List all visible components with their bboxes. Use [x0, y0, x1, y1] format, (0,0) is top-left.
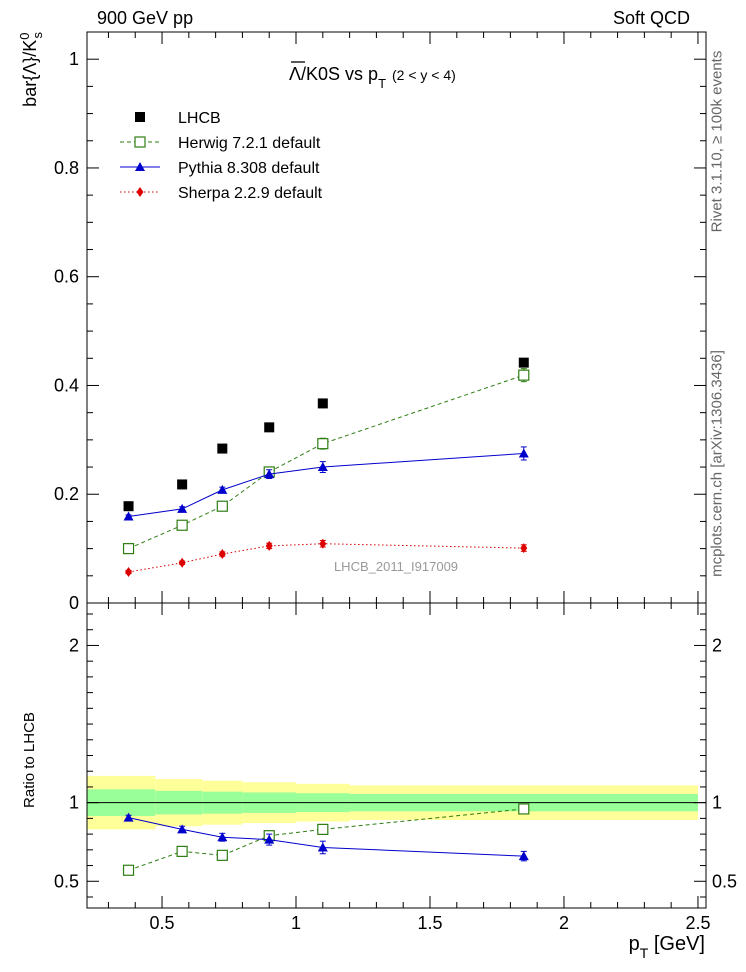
pythia-point	[217, 484, 228, 494]
ratio-plot-frame	[86, 602, 707, 909]
y-tick-label: 1	[69, 49, 79, 69]
sherpa-point	[520, 543, 528, 554]
header-left: 900 GeV pp	[97, 8, 194, 28]
ratio-axis-title: Ratio to LHCB	[21, 712, 38, 808]
sherpa-point	[125, 567, 133, 578]
sherpa-point	[178, 557, 186, 568]
legend-marker-herwig	[134, 136, 146, 148]
legend-marker-pythia	[135, 162, 145, 171]
lhcb-point	[217, 443, 228, 454]
ratio-herwig-point	[317, 823, 329, 835]
ratio-pythia-line	[128, 817, 524, 857]
herwig-point	[518, 369, 530, 381]
sherpa-point	[319, 538, 327, 549]
ratio-herwig-point	[216, 849, 228, 861]
herwig-point	[122, 543, 135, 555]
pythia-point	[317, 462, 328, 472]
legend-label-lhcb: LHCB	[178, 110, 221, 127]
x-tick-label: 2	[559, 913, 569, 933]
lhcb-point	[518, 357, 529, 368]
y-tick-label: 0	[69, 593, 79, 613]
pythia-point	[123, 511, 134, 521]
sherpa-point	[265, 540, 273, 551]
ratio-herwig-point	[176, 845, 188, 858]
lhcb-point	[123, 501, 134, 512]
ratio-y-tick-label-right: 0.5	[712, 871, 737, 891]
ratio-y-tick-label: 0.5	[54, 871, 79, 891]
legend-label-herwig: Herwig 7.2.1 default	[178, 135, 321, 152]
legend-marker-sherpa	[136, 187, 144, 197]
legend-marker-lhcb	[135, 112, 145, 122]
sherpa-line	[128, 543, 524, 573]
pythia-point	[264, 469, 275, 479]
rivet-label: Rivet 3.1.10, ≥ 100k events	[708, 50, 726, 233]
ratio-pythia-point	[217, 832, 228, 842]
x-tick-label: 0.5	[150, 913, 175, 933]
x-axis-title: pT [GeV]	[629, 933, 705, 961]
lhcb-point	[317, 398, 328, 409]
legend-label-sherpa: Sherpa 2.2.9 default	[178, 185, 323, 202]
ratio-herwig-point	[122, 864, 135, 876]
herwig-point	[216, 500, 228, 512]
x-tick-label: 2.5	[685, 913, 710, 933]
ratio-herwig-line	[128, 808, 524, 871]
x-axis-title-unit: [GeV]	[648, 933, 705, 955]
ratio-y-tick-label-right: 1	[712, 793, 722, 813]
pythia-line	[128, 452, 524, 518]
pythia-point	[177, 503, 188, 513]
analysis-label: LHCB_2011_I917009	[334, 559, 458, 574]
mcplots-label: mcplots.cern.ch [arXiv:1306.3436]	[708, 350, 726, 577]
sherpa-point	[218, 549, 226, 560]
ratio-herwig-point	[518, 803, 530, 815]
lhcb-point	[264, 422, 275, 433]
ratio-pythia-point	[123, 812, 134, 822]
plot-title-sub: T	[378, 76, 386, 91]
plot-title: Λ/K0S vs pT(2 < y < 4)	[289, 64, 456, 91]
y-axis-title-sup: 0	[17, 33, 32, 40]
ratio-pythia-point	[264, 834, 275, 844]
herwig-point	[317, 438, 329, 450]
x-tick-label: 1.5	[417, 913, 442, 933]
herwig-point	[176, 519, 188, 531]
ratio-y-tick-label: 1	[69, 793, 79, 813]
y-axis-title-sub: s	[30, 32, 45, 39]
header-right: Soft QCD	[612, 8, 690, 28]
plot-title-range: (2 < y < 4)	[392, 67, 456, 83]
ratio-pythia-point	[317, 842, 328, 852]
lhcb-point	[177, 479, 188, 490]
y-tick-label: 0.8	[54, 158, 79, 178]
y-axis-title: bar{Λ}/K0s	[17, 32, 45, 107]
legend-label-pythia: Pythia 8.308 default	[178, 160, 320, 177]
ratio-y-tick-label: 2	[69, 635, 79, 655]
y-tick-label: 0.4	[54, 375, 79, 395]
y-tick-label: 0.2	[54, 484, 79, 504]
pythia-point	[518, 448, 529, 458]
ratio-y-tick-label-right: 2	[712, 635, 722, 655]
ratio-pythia-point	[518, 851, 529, 861]
ratio-pythia-point	[177, 824, 188, 834]
x-tick-label: 1	[291, 913, 301, 933]
x-axis-title-sub: T	[640, 945, 649, 961]
y-tick-label: 0.6	[54, 267, 79, 287]
